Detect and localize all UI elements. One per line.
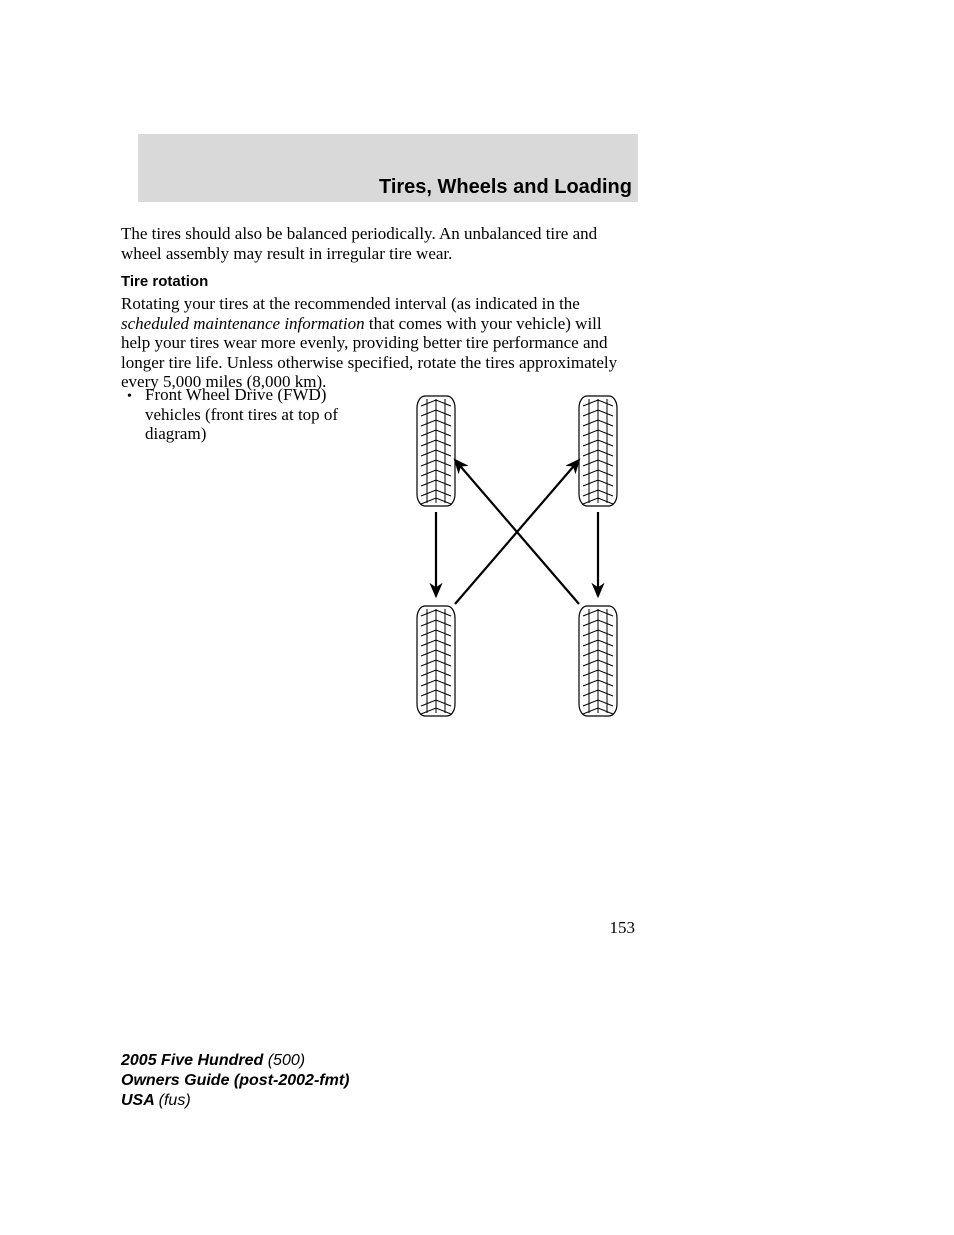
bullet-dot-icon: • bbox=[127, 389, 132, 405]
paragraph-balance: The tires should also be balanced period… bbox=[121, 224, 635, 263]
tire-rear-right-icon bbox=[579, 606, 617, 716]
footer-model-code: (500) bbox=[268, 1052, 305, 1069]
footer-block: 2005 Five Hundred (500) Owners Guide (po… bbox=[121, 1051, 349, 1111]
paragraph-rotation-pre: Rotating your tires at the recommended i… bbox=[121, 294, 580, 313]
footer-line-1: 2005 Five Hundred (500) bbox=[121, 1051, 349, 1071]
paragraph-rotation: Rotating your tires at the recommended i… bbox=[121, 294, 635, 392]
footer-region: USA bbox=[121, 1092, 159, 1109]
tire-rotation-diagram bbox=[395, 390, 639, 728]
footer-model: 2005 Five Hundred bbox=[121, 1052, 268, 1069]
bullet-text: Front Wheel Drive (FWD) vehicles (front … bbox=[145, 385, 365, 444]
footer-region-code: (fus) bbox=[159, 1092, 191, 1109]
page: Tires, Wheels and Loading The tires shou… bbox=[0, 0, 954, 1235]
footer-guide: Owners Guide (post-2002-fmt) bbox=[121, 1072, 349, 1089]
tire-front-left-icon bbox=[417, 396, 455, 506]
paragraph-rotation-italic: scheduled maintenance information bbox=[121, 314, 365, 333]
subheading-tire-rotation: Tire rotation bbox=[121, 273, 208, 290]
footer-line-3: USA (fus) bbox=[121, 1091, 349, 1111]
footer-line-2: Owners Guide (post-2002-fmt) bbox=[121, 1071, 349, 1091]
tire-front-right-icon bbox=[579, 396, 617, 506]
tire-rear-left-icon bbox=[417, 606, 455, 716]
section-title: Tires, Wheels and Loading bbox=[138, 176, 632, 199]
page-number: 153 bbox=[121, 918, 635, 938]
